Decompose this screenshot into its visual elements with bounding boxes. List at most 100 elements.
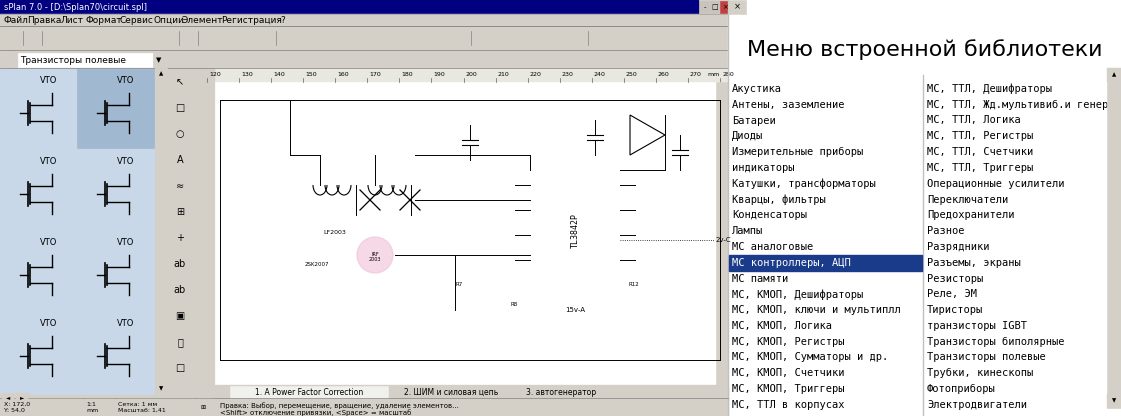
Text: Правка: Правка: [27, 16, 62, 25]
Bar: [1, 150, 75, 229]
Text: Катушки, трансформаторы: Катушки, трансформаторы: [732, 178, 876, 189]
Text: Транзисторы полевые: Транзисторы полевые: [20, 56, 126, 65]
Text: 270: 270: [691, 72, 702, 77]
Text: <Shift> отключение привязки, <Space> = масштаб: <Shift> отключение привязки, <Space> = м…: [220, 409, 411, 416]
Bar: [445, 290, 473, 300]
Bar: [169, 228, 191, 248]
Text: Фотоприборы: Фотоприборы: [927, 384, 995, 394]
FancyBboxPatch shape: [139, 30, 156, 46]
FancyBboxPatch shape: [490, 30, 507, 46]
Text: МС контроллеры, АЦП: МС контроллеры, АЦП: [732, 258, 851, 268]
Text: Разное: Разное: [927, 226, 964, 236]
Bar: [215, 385, 728, 398]
Text: ▼: ▼: [1112, 399, 1117, 404]
Bar: [77, 231, 154, 310]
Bar: [0, 26, 728, 50]
Bar: [155, 68, 167, 395]
Bar: [0, 68, 155, 395]
Bar: [0, 14, 728, 26]
Text: МС, КМОП, Логика: МС, КМОП, Логика: [732, 321, 832, 331]
Text: VTO: VTO: [117, 76, 135, 85]
Text: ▼: ▼: [156, 57, 161, 64]
Bar: [18, 53, 152, 67]
Text: Сервис: Сервис: [119, 16, 152, 25]
FancyBboxPatch shape: [665, 30, 682, 46]
Text: Реле, ЭМ: Реле, ЭМ: [927, 289, 978, 299]
Text: 220: 220: [530, 72, 541, 77]
Text: МС памяти: МС памяти: [732, 273, 788, 283]
FancyBboxPatch shape: [80, 30, 98, 46]
Text: VTO: VTO: [40, 76, 57, 85]
Text: ab: ab: [174, 259, 186, 269]
Text: МС, КМОП, Счетчики: МС, КМОП, Счетчики: [732, 368, 844, 378]
FancyBboxPatch shape: [372, 30, 389, 46]
Text: VTO: VTO: [117, 238, 135, 247]
Text: МС, ТТЛ, Жд.мультивиб.и генер: МС, ТТЛ, Жд.мультивиб.и генер: [927, 100, 1109, 110]
Text: Кварцы, фильтры: Кварцы, фильтры: [732, 194, 826, 205]
Bar: [0, 398, 728, 416]
FancyBboxPatch shape: [606, 30, 623, 46]
Text: sPlan 7.0 - [D:\Splan70\circuit.spl]: sPlan 7.0 - [D:\Splan70\circuit.spl]: [4, 2, 147, 12]
Bar: [311, 215, 360, 250]
Text: ?: ?: [280, 16, 285, 25]
Text: 280: 280: [722, 72, 734, 77]
Text: МС, КМОП, Дешифраторы: МС, КМОП, Дешифраторы: [732, 289, 863, 300]
FancyBboxPatch shape: [548, 30, 565, 46]
Text: 250: 250: [626, 72, 638, 77]
Text: ▣: ▣: [175, 311, 185, 321]
Text: ◄: ◄: [6, 396, 10, 401]
Text: Файл: Файл: [3, 16, 28, 25]
Text: Трубки, кинескопы: Трубки, кинескопы: [927, 368, 1034, 379]
Bar: [215, 68, 728, 82]
Bar: [0, 0, 698, 14]
Text: МС, КМОП, Триггеры: МС, КМОП, Триггеры: [732, 384, 844, 394]
Text: □: □: [175, 363, 185, 373]
Text: МС, ТТЛ, Регистры: МС, ТТЛ, Регистры: [927, 131, 1034, 141]
Bar: [0, 50, 728, 68]
FancyBboxPatch shape: [509, 30, 526, 46]
Bar: [169, 176, 191, 196]
Bar: [2, 393, 13, 403]
Text: Формат: Формат: [85, 16, 122, 25]
Bar: [77, 150, 154, 229]
Bar: [513, 386, 609, 398]
Bar: [198, 399, 213, 415]
Text: □: □: [711, 4, 717, 10]
Text: ▼: ▼: [159, 386, 164, 391]
Text: 15v-A: 15v-A: [565, 307, 585, 313]
Text: VTO: VTO: [40, 319, 57, 328]
Text: Диоды: Диоды: [732, 131, 763, 141]
Bar: [169, 306, 191, 326]
Text: R7: R7: [455, 282, 463, 287]
Text: mm: mm: [707, 72, 720, 77]
Text: ►: ►: [20, 396, 25, 401]
Bar: [716, 82, 728, 385]
Bar: [700, 1, 708, 13]
FancyBboxPatch shape: [334, 30, 351, 46]
Text: МС, КМОП, Сумматоры и др.: МС, КМОП, Сумматоры и др.: [732, 352, 888, 362]
Text: Сетка: 1 мм
Масштаб: 1,41: Сетка: 1 мм Масштаб: 1,41: [118, 402, 166, 413]
Text: Переключатели: Переключатели: [927, 195, 1008, 205]
Text: Разрядники: Разрядники: [927, 242, 990, 252]
Text: 160: 160: [337, 72, 349, 77]
Bar: [2, 53, 16, 67]
Text: □: □: [175, 103, 185, 113]
Text: ≈: ≈: [176, 181, 184, 191]
Text: Транзисторы полевые: Транзисторы полевые: [927, 352, 1046, 362]
FancyBboxPatch shape: [61, 30, 77, 46]
Text: 2v-C: 2v-C: [716, 237, 732, 243]
Bar: [1108, 68, 1121, 408]
Text: МС, ТТЛ в корпусах: МС, ТТЛ в корпусах: [732, 400, 844, 410]
Text: VTO: VTO: [40, 238, 57, 247]
Bar: [620, 290, 648, 300]
Bar: [169, 280, 191, 300]
Text: +: +: [176, 233, 184, 243]
Text: VTO: VTO: [40, 157, 57, 166]
Text: 260: 260: [658, 72, 669, 77]
Bar: [1, 312, 75, 391]
Bar: [16, 393, 28, 403]
Text: ⊞: ⊞: [176, 207, 184, 217]
FancyBboxPatch shape: [353, 30, 370, 46]
Text: X: 172,0
Y: 54,0: X: 172,0 Y: 54,0: [4, 402, 30, 413]
Text: 200: 200: [465, 72, 478, 77]
